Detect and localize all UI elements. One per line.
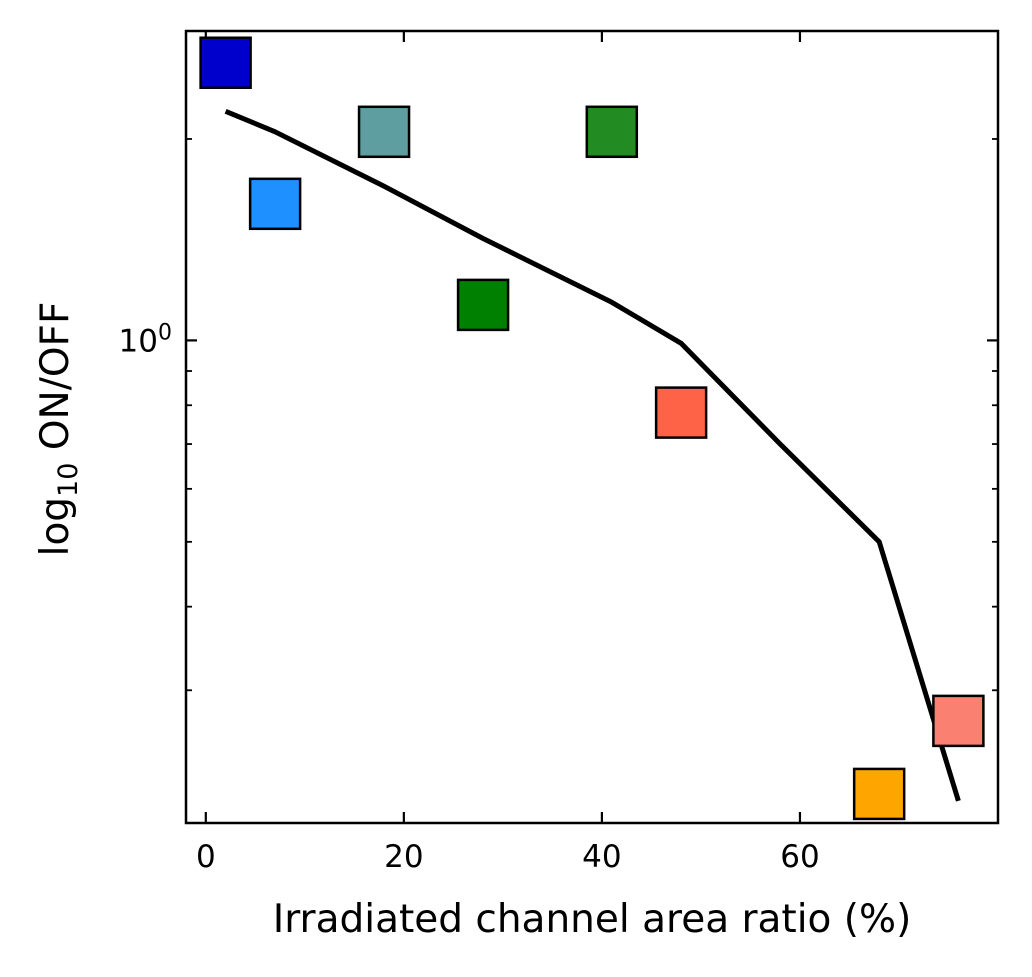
x-tick-label: 60 bbox=[780, 839, 819, 875]
y-axis-label-main: log bbox=[33, 497, 78, 556]
x-tick-label: 0 bbox=[196, 839, 216, 875]
data-point bbox=[654, 386, 708, 439]
data-point bbox=[932, 694, 985, 748]
x-tick-label: 20 bbox=[384, 839, 423, 875]
fit-line bbox=[224, 108, 961, 802]
data-point bbox=[852, 767, 906, 821]
data-point bbox=[456, 278, 510, 332]
y-axis-label-subscript: 10 bbox=[53, 463, 84, 497]
x-axis-label: Irradiated channel area ratio (%) bbox=[273, 897, 912, 942]
data-point bbox=[357, 105, 411, 159]
y-axis-label: log10 ON/OFF bbox=[33, 302, 84, 557]
data-point bbox=[585, 105, 639, 159]
plot-frame bbox=[184, 29, 1000, 825]
tick-labels-layer: 0 20 40 60 100 bbox=[119, 320, 820, 875]
x-tick-label: 40 bbox=[582, 839, 621, 875]
y-axis-label-rest: ON/OFF bbox=[33, 302, 78, 463]
data-point bbox=[199, 36, 252, 89]
data-point bbox=[248, 177, 302, 231]
points-layer bbox=[199, 36, 985, 821]
fit-line-layer bbox=[224, 108, 961, 802]
y-tick-label: 100 bbox=[119, 320, 172, 359]
